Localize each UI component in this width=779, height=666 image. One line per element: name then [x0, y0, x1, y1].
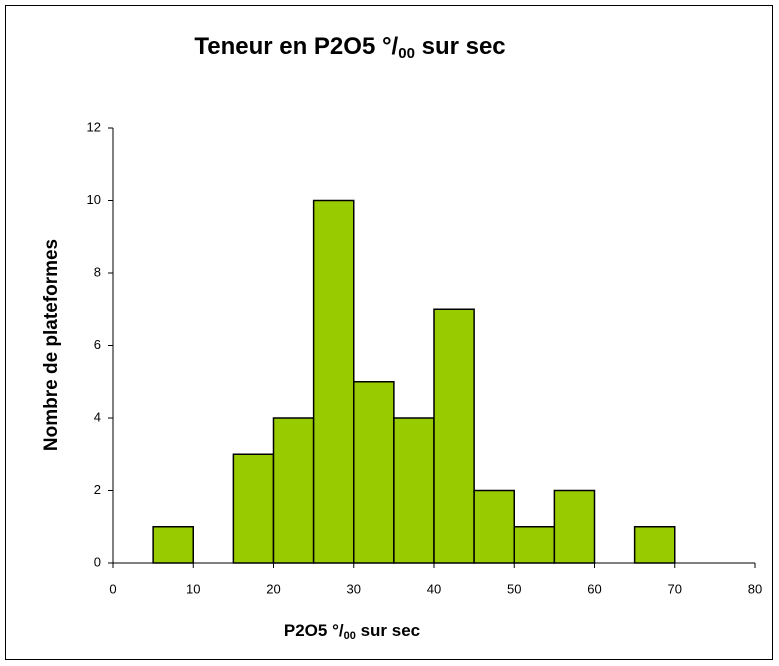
x-tick-label: 70 — [668, 581, 682, 596]
y-tick-label: 10 — [87, 192, 101, 207]
title-subscript: 00 — [398, 45, 415, 62]
bar — [393, 417, 435, 564]
chart-title: Teneur en P2O5 °/00 sur sec — [194, 33, 505, 62]
xlabel-part: P2O5 °/ — [284, 621, 344, 640]
xlabel-subscript: 00 — [344, 630, 356, 642]
bar — [353, 381, 395, 564]
bar — [633, 526, 676, 564]
x-tick-label: 80 — [748, 581, 762, 596]
y-tick-label: 6 — [94, 337, 101, 352]
bar — [473, 489, 515, 564]
bar — [513, 526, 556, 564]
title-part: Teneur en P2O5 °/ — [194, 33, 398, 60]
y-tick-label: 0 — [94, 554, 101, 569]
title-part: sur sec — [415, 33, 506, 60]
y-tick-label: 12 — [87, 119, 101, 134]
bar — [272, 417, 315, 564]
bar — [232, 453, 275, 564]
x-tick-label: 0 — [109, 581, 116, 596]
x-tick-label: 20 — [266, 581, 280, 596]
bar — [553, 489, 596, 564]
x-tick-label: 10 — [186, 581, 200, 596]
y-tick-label: 2 — [94, 482, 101, 497]
y-tick-label: 4 — [94, 409, 101, 424]
xlabel-part: sur sec — [356, 621, 420, 640]
bar — [152, 526, 194, 564]
y-tick-label: 8 — [94, 264, 101, 279]
x-tick-label: 60 — [587, 581, 601, 596]
y-axis-label: Nombre de plateformes — [41, 239, 62, 451]
bar — [433, 308, 475, 564]
bar — [312, 199, 355, 564]
x-tick-label: 40 — [427, 581, 441, 596]
x-tick-label: 30 — [347, 581, 361, 596]
x-axis-label: P2O5 °/00 sur sec — [284, 621, 420, 641]
x-tick-label: 50 — [507, 581, 521, 596]
